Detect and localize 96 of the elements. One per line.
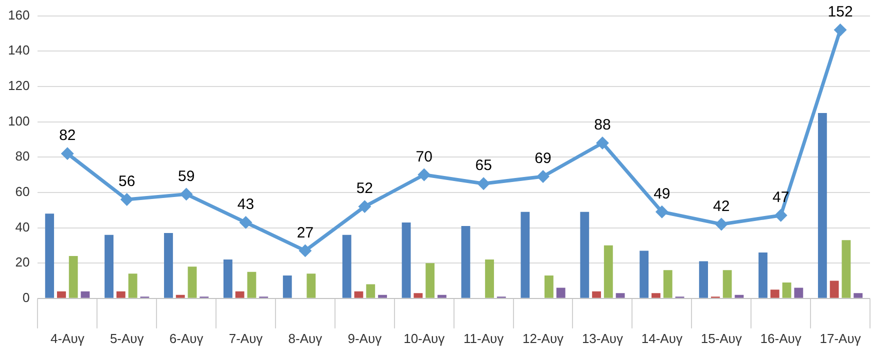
bar <box>592 291 601 298</box>
point <box>418 169 430 181</box>
data-label: 52 <box>356 180 374 198</box>
bar <box>104 234 114 298</box>
bar <box>461 226 470 298</box>
bar <box>282 275 292 298</box>
data-label: 42 <box>713 198 730 215</box>
bar <box>402 222 411 298</box>
bar <box>306 274 316 298</box>
y-tick-label: 0 <box>22 290 30 305</box>
bar <box>830 280 839 298</box>
x-tick-label: 6-Αυγ <box>169 330 204 346</box>
bar <box>378 294 387 298</box>
point <box>537 170 549 182</box>
bar <box>164 233 173 298</box>
bar <box>235 291 244 298</box>
point <box>121 194 133 206</box>
data-label: 56 <box>118 173 136 190</box>
bar <box>68 256 78 298</box>
bar <box>758 252 768 298</box>
y-tick-label: 40 <box>15 219 30 234</box>
point <box>62 148 74 160</box>
x-tick-label: 14-Αυγ <box>641 330 683 346</box>
bar <box>734 294 744 298</box>
bar <box>699 261 708 298</box>
point <box>180 188 192 200</box>
bar <box>366 284 376 298</box>
bar <box>556 288 566 298</box>
bar <box>354 291 364 298</box>
bar <box>414 293 423 298</box>
data-label: 65 <box>475 157 492 174</box>
bar <box>176 294 185 298</box>
point <box>834 24 846 36</box>
bar <box>223 260 232 298</box>
y-tick-label: 100 <box>8 113 30 128</box>
data-label: 152 <box>828 4 853 21</box>
y-tick-label: 20 <box>15 254 30 270</box>
bar <box>854 293 863 298</box>
point <box>240 216 252 228</box>
data-label: 69 <box>534 150 552 168</box>
x-tick-label: 10-Αυγ <box>404 330 446 346</box>
bar <box>616 293 625 298</box>
bar <box>80 291 90 298</box>
data-label: 88 <box>594 116 611 134</box>
bar <box>544 275 554 298</box>
x-tick-label: 13-Αυγ <box>582 330 624 346</box>
point <box>299 244 311 256</box>
bar <box>45 214 54 298</box>
point <box>775 210 787 222</box>
bar <box>640 250 649 298</box>
bar <box>188 266 197 298</box>
point <box>656 206 668 218</box>
bar <box>426 263 435 298</box>
point <box>358 200 370 212</box>
bar <box>818 112 827 298</box>
data-label: 43 <box>237 196 254 214</box>
x-tick-label: 17-Αυγ <box>820 330 862 346</box>
y-tick-label: 140 <box>8 42 30 58</box>
bar <box>57 291 66 298</box>
x-tick-label: 7-Αυγ <box>228 330 264 346</box>
x-tick-label: 12-Αυγ <box>522 330 564 346</box>
bar <box>794 288 804 298</box>
x-tick-label: 5-Αυγ <box>110 330 144 346</box>
y-tick-label: 80 <box>15 148 30 164</box>
x-tick-label: 4-Αυγ <box>50 330 85 346</box>
point <box>716 218 728 230</box>
data-label: 82 <box>59 127 76 144</box>
bar <box>842 240 851 298</box>
bar <box>663 270 672 298</box>
bar <box>722 270 732 298</box>
y-tick-label: 160 <box>8 7 30 22</box>
bar <box>116 291 126 298</box>
x-tick-label: 16-Αυγ <box>760 330 802 346</box>
x-tick-label: 15-Αυγ <box>700 330 742 346</box>
y-tick-label: 60 <box>15 184 30 200</box>
data-label: 59 <box>178 168 195 185</box>
bar <box>770 290 780 298</box>
point <box>478 178 490 190</box>
data-label: 27 <box>296 224 314 242</box>
bar <box>437 294 446 298</box>
data-label: 70 <box>416 148 432 166</box>
y-tick-label: 120 <box>8 78 30 94</box>
x-tick-label: 9-Αυγ <box>348 330 382 346</box>
x-tick-label: 11-Αυγ <box>464 330 504 346</box>
bar <box>342 234 352 298</box>
bar <box>520 212 530 298</box>
bar <box>782 282 792 298</box>
point <box>596 137 608 149</box>
bar <box>580 212 590 298</box>
bar <box>247 272 256 298</box>
bar <box>128 274 138 298</box>
data-label: 49 <box>654 185 670 202</box>
x-tick-label: 8-Αυγ <box>288 330 323 346</box>
bar <box>604 245 613 298</box>
bar <box>652 293 660 298</box>
bar <box>485 260 494 298</box>
